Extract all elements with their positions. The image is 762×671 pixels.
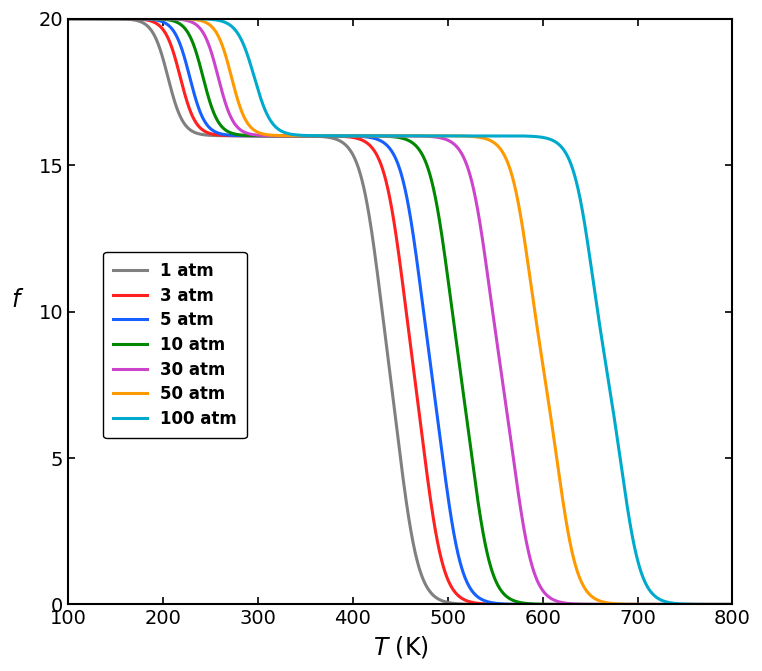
5 atm [318,132,327,140]
1 atm [64,15,73,23]
1 atm [495,601,504,609]
100 atm [495,132,504,140]
10 atm [184,30,194,38]
30 atm [318,132,327,140]
50 atm [728,601,737,609]
3 atm [728,601,737,609]
Line: 1 atm: 1 atm [69,19,732,605]
50 atm [559,503,568,511]
Line: 3 atm: 3 atm [69,19,732,605]
30 atm [610,601,619,609]
10 atm [462,414,471,422]
3 atm [610,601,619,609]
10 atm [559,601,568,609]
50 atm [64,15,73,23]
50 atm [318,132,327,140]
1 atm [727,601,736,609]
100 atm [64,15,73,23]
3 atm [462,597,471,605]
1 atm [184,125,194,133]
3 atm [495,601,504,609]
10 atm [64,15,73,23]
5 atm [728,601,737,609]
3 atm [559,601,568,609]
50 atm [610,600,619,608]
100 atm [728,601,737,609]
Y-axis label: $f$: $f$ [11,288,24,311]
100 atm [559,146,568,154]
1 atm [728,601,737,609]
5 atm [559,601,568,609]
100 atm [184,15,194,23]
30 atm [64,15,73,23]
X-axis label: $T$ (K): $T$ (K) [373,634,428,660]
Line: 30 atm: 30 atm [69,19,732,605]
Line: 100 atm: 100 atm [69,19,732,605]
1 atm [610,601,619,609]
5 atm [462,578,471,586]
30 atm [495,361,504,369]
10 atm [610,601,619,609]
5 atm [184,70,194,78]
1 atm [318,133,327,141]
3 atm [318,132,327,140]
5 atm [495,600,504,608]
Line: 50 atm: 50 atm [69,19,732,605]
5 atm [610,601,619,609]
100 atm [462,132,471,140]
10 atm [318,132,327,140]
30 atm [462,160,471,168]
50 atm [184,15,194,23]
10 atm [495,585,504,593]
Line: 10 atm: 10 atm [69,19,732,605]
30 atm [559,599,568,607]
3 atm [64,15,73,23]
50 atm [495,145,504,153]
3 atm [184,103,194,111]
100 atm [610,415,619,423]
Line: 5 atm: 5 atm [69,19,732,605]
1 atm [462,600,471,608]
Legend: 1 atm, 3 atm, 5 atm, 10 atm, 30 atm, 50 atm, 100 atm: 1 atm, 3 atm, 5 atm, 10 atm, 30 atm, 50 … [103,252,247,438]
5 atm [64,15,73,23]
10 atm [728,601,737,609]
30 atm [728,601,737,609]
1 atm [559,601,568,609]
100 atm [318,132,327,140]
50 atm [462,132,471,140]
30 atm [184,17,194,25]
